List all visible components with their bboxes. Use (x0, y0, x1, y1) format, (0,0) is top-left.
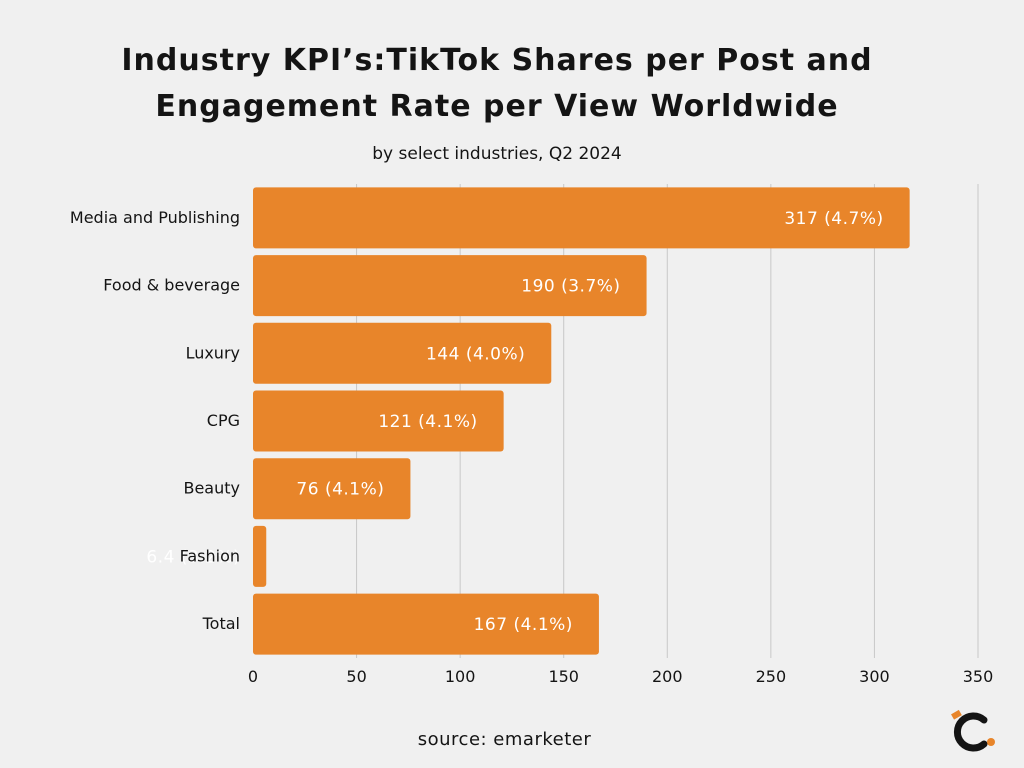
category-label-4: Beauty (183, 479, 240, 498)
bar-0 (253, 187, 910, 249)
bar-3 (253, 390, 504, 452)
bar-5 (253, 525, 267, 587)
x-tick-label-4: 200 (652, 667, 683, 686)
bar-value-label-4: 76 (4.1%) (296, 480, 384, 500)
category-label-3: CPG (207, 411, 240, 430)
bar-6 (253, 593, 599, 655)
bar-value-label-1: 190 (3.7%) (521, 277, 620, 297)
bar-value-label-0: 317 (4.7%) (784, 209, 883, 229)
category-label-2: Luxury (186, 343, 240, 362)
bar-1 (253, 255, 647, 317)
chart-subtitle: by select industries, Q2 2024 (372, 144, 622, 164)
bar-value-label-3: 121 (4.1%) (378, 412, 477, 432)
bar-4 (253, 458, 411, 520)
bar-value-label-2: 144 (4.0%) (426, 344, 525, 364)
source-note: source: emarketer (417, 729, 592, 750)
category-label-1: Food & beverage (103, 276, 240, 295)
x-tick-label-3: 150 (548, 667, 579, 686)
x-tick-label-5: 250 (756, 667, 787, 686)
category-label-5: Fashion (180, 546, 240, 565)
x-tick-label-1: 50 (346, 667, 366, 686)
category-label-6: Total (202, 614, 240, 633)
bar-value-label-5: 6.4 (3.2%) (146, 547, 240, 567)
bar-value-label-6: 167 (4.1%) (474, 615, 573, 635)
category-label-0: Media and Publishing (70, 208, 240, 227)
x-tick-label-6: 300 (859, 667, 890, 686)
x-tick-label-7: 350 (963, 667, 994, 686)
x-tick-label-2: 100 (445, 667, 476, 686)
bar-2 (253, 322, 552, 384)
emarketer-logo-icon (951, 709, 995, 752)
chart-title-line-2: Engagement Rate per View Worldwide (155, 89, 839, 124)
x-tick-label-0: 0 (248, 667, 258, 686)
chart-title: Industry KPI’s:TikTok Shares per Post an… (0, 38, 994, 130)
chart-title-line-1: Industry KPI’s:TikTok Shares per Post an… (121, 43, 873, 78)
